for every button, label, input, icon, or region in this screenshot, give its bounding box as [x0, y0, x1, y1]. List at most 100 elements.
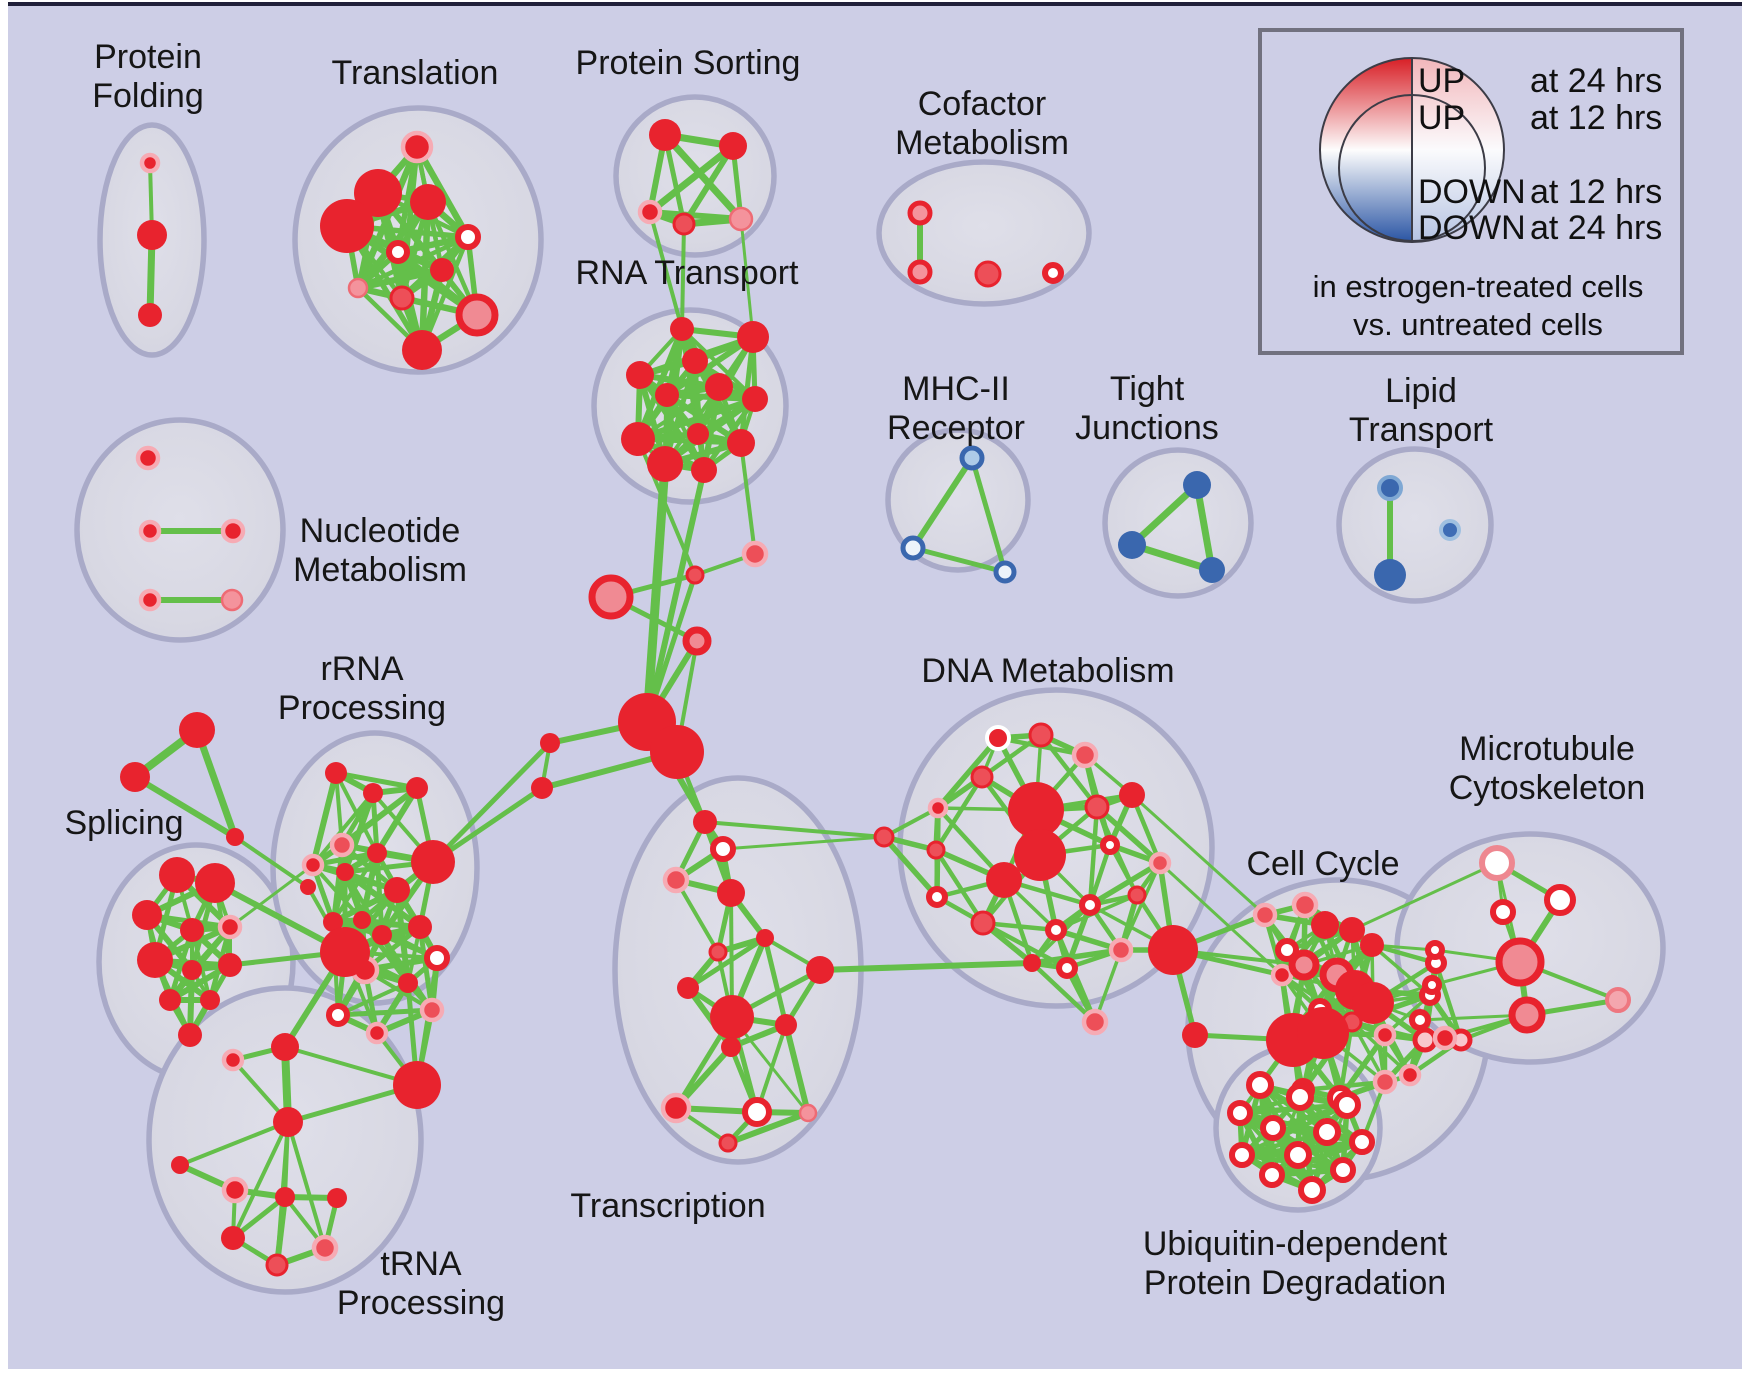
network-node: [626, 361, 654, 389]
cluster-label-ps: Protein Sorting: [576, 44, 801, 82]
network-edge: [783, 1024, 811, 1114]
network-node: [1374, 559, 1406, 591]
network-node: [1360, 933, 1384, 957]
network-edge: [762, 937, 789, 1026]
network-node: [1339, 917, 1365, 943]
network-edge: [1095, 804, 1162, 866]
cluster-label-cof: Metabolism: [895, 124, 1069, 162]
network-edge: [739, 218, 755, 338]
network-node: [327, 1188, 347, 1208]
network-node: [718, 1133, 738, 1153]
network-node: [705, 373, 733, 401]
cluster-label-ubi: Ubiquitin-dependent: [1143, 1225, 1448, 1263]
network-node: [1422, 975, 1442, 995]
network-node: [970, 910, 996, 936]
network-node: [179, 712, 215, 748]
cluster-label-ubi: Protein Degradation: [1144, 1264, 1446, 1302]
network-node: [687, 423, 709, 445]
panel-top-border: [8, 2, 1742, 6]
network-node: [1183, 471, 1211, 499]
network-node: [182, 960, 202, 980]
network-node: [367, 843, 387, 863]
network-node: [384, 877, 410, 903]
network-node: [907, 200, 933, 226]
network-node: [410, 184, 446, 220]
network-node: [682, 348, 708, 374]
network-node: [647, 446, 683, 482]
network-edge: [1031, 947, 1122, 966]
network-node: [1246, 1071, 1274, 1099]
network-edge: [704, 820, 885, 839]
network-node: [907, 259, 933, 285]
network-node: [217, 914, 243, 940]
network-node: [1288, 949, 1320, 981]
network-edge: [231, 1121, 290, 1239]
network-node: [662, 866, 690, 894]
network-node: [1071, 741, 1099, 769]
network-node: [1119, 782, 1145, 808]
network-node: [221, 1226, 245, 1250]
network-edge: [722, 835, 885, 851]
network-edge: [1193, 484, 1216, 571]
network-node: [400, 130, 434, 164]
network-edge: [755, 1024, 788, 1113]
network-node: [1412, 1027, 1438, 1053]
network-node: [621, 422, 655, 456]
network-node: [1148, 851, 1172, 875]
network-node: [927, 797, 949, 819]
network-node: [135, 445, 161, 471]
network-node: [1084, 794, 1110, 820]
cluster-label-nuc: Metabolism: [293, 551, 467, 589]
network-node: [1479, 845, 1515, 881]
network-edge: [701, 397, 758, 472]
network-node: [430, 258, 454, 282]
network-node: [737, 321, 769, 353]
network-node: [195, 863, 235, 903]
network-node: [1100, 835, 1120, 855]
network-node: [347, 277, 369, 299]
network-node: [353, 911, 371, 929]
network-edge: [1030, 961, 1097, 1024]
cluster-ellipse-tj: [1102, 447, 1254, 599]
network-node: [178, 1023, 202, 1047]
network-node: [682, 626, 712, 656]
network-node: [1605, 987, 1631, 1013]
network-edge: [394, 889, 411, 984]
network-node: [354, 169, 402, 217]
network-node: [1108, 937, 1134, 963]
legend-entry-dir: DOWN: [1418, 173, 1526, 211]
network-node: [393, 1061, 441, 1109]
network-node: [424, 945, 450, 971]
network-node: [1182, 1022, 1208, 1048]
network-node: [325, 762, 347, 784]
cluster-label-trs: Transcription: [570, 1187, 765, 1225]
network-edge: [229, 863, 314, 929]
network-node: [806, 956, 834, 984]
cluster-label-mhc: Receptor: [887, 409, 1025, 447]
network-node: [649, 119, 681, 151]
network-node: [221, 1176, 249, 1204]
network-edge: [647, 143, 736, 215]
network-edge: [935, 736, 1001, 810]
network-node: [120, 762, 150, 792]
network-node: [798, 1103, 818, 1123]
network-node: [1333, 1091, 1361, 1119]
cluster-label-cof: Cofactor: [918, 85, 1047, 123]
network-node: [1349, 1129, 1375, 1155]
network-edge: [881, 835, 940, 899]
network-edge: [311, 791, 375, 867]
network-edge: [286, 1121, 327, 1249]
network-node: [159, 857, 195, 893]
legend-entry-dir: UP: [1418, 99, 1465, 137]
network-node: [756, 929, 774, 947]
network-edge: [374, 786, 420, 855]
network-edge: [680, 327, 757, 401]
network-node: [323, 912, 343, 932]
network-edge: [934, 848, 985, 925]
network-node: [685, 565, 705, 585]
network-edge: [739, 442, 757, 555]
network-node: [650, 725, 704, 779]
network-node: [137, 942, 173, 978]
cluster-label-mt: Microtubule: [1459, 730, 1635, 768]
network-node: [986, 862, 1022, 898]
